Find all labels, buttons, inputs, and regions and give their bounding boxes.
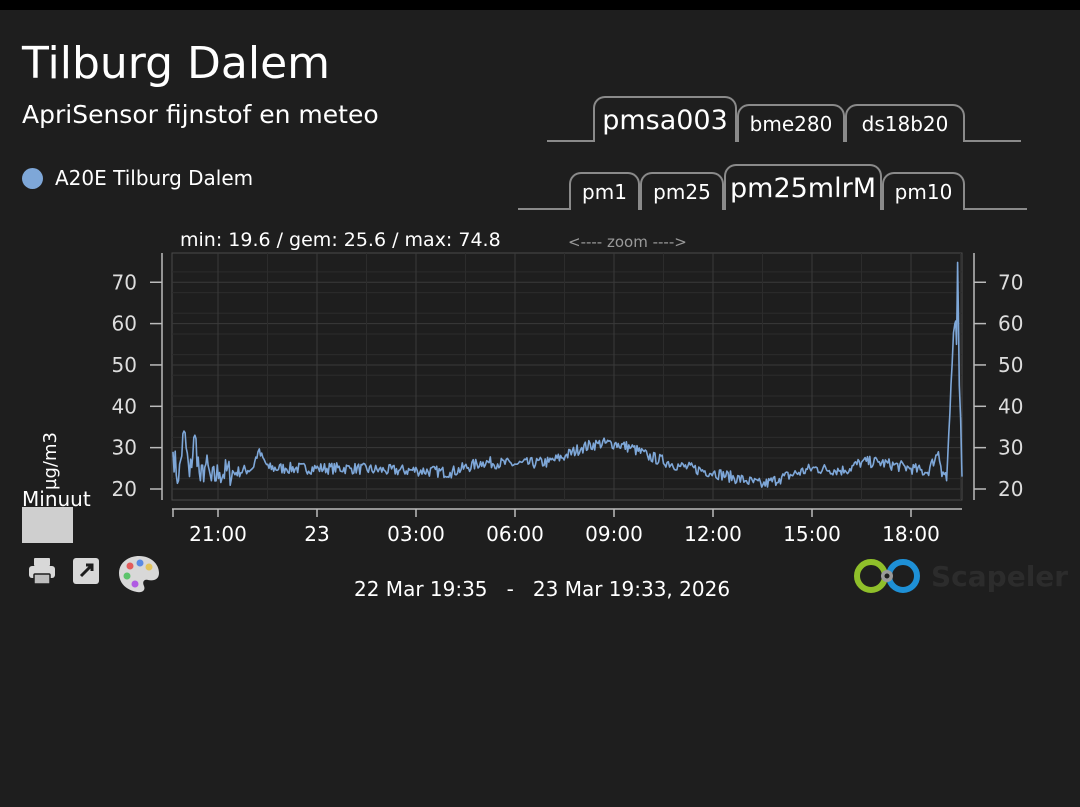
tab-pm25[interactable]: pm25 [640,172,724,210]
y-tick-label-right-20: 20 [998,477,1023,501]
x-tick-label-7: 18:00 [882,522,940,546]
stats-summary: min: 19.6 / gem: 25.6 / max: 74.8 [180,229,501,251]
y-tick-label-left-70: 70 [112,270,137,294]
tab-bme280[interactable]: bme280 [737,104,845,142]
x-tick-label-0: 21:00 [189,522,247,546]
y-tick-label-right-40: 40 [998,394,1023,418]
printer-icon[interactable] [27,556,57,590]
y-tick-label-right-60: 60 [998,312,1023,336]
y-axis-label: µg/m3 [40,432,61,490]
legend-color-dot [22,167,43,189]
x-tick-label-4: 09:00 [585,522,643,546]
tab-pm10[interactable]: pm10 [882,172,965,210]
y-tick-label-left-30: 30 [112,436,137,460]
page-title: Tilburg Dalem [22,38,331,89]
legend-label: A20E Tilburg Dalem [55,166,254,190]
x-tick-label-1: 23 [304,522,329,546]
y-tick-label-right-70: 70 [998,270,1023,294]
tab-pm25mlrm[interactable]: pm25mlrM [724,164,882,210]
chart-ticks: 20 20 30 30 40 40 50 50 60 60 70 70 21:00 23 03:00 06:0… [112,270,1024,546]
scapeler-logo: Scapeler [851,556,1068,596]
expand-icon[interactable] [72,557,100,589]
series-line-a20e [172,261,963,488]
y-tick-label-left-50: 50 [112,353,137,377]
date-range: 22 Mar 19:35 - 23 Mar 19:33, 2026 [354,577,731,601]
color-swatch-box[interactable] [22,507,73,543]
y-tick-label-left-20: 20 [112,477,137,501]
tab-pm1[interactable]: pm1 [569,172,640,210]
y-tick-label-left-60: 60 [112,312,137,336]
y-tick-label-right-30: 30 [998,436,1023,460]
logo-text: Scapeler [931,559,1069,593]
window-top-bar [0,0,1080,10]
y-tick-label-left-40: 40 [112,394,137,418]
x-tick-label-2: 03:00 [387,522,445,546]
x-tick-label-5: 12:00 [684,522,742,546]
x-tick-label-3: 06:00 [486,522,544,546]
chart-axes [161,253,975,510]
y-tick-label-right-50: 50 [998,353,1023,377]
tab-ds18b20[interactable]: ds18b20 [845,104,965,142]
y-axis-label-wrap: µg/m3 [28,410,88,490]
plot-area-frame [171,252,963,501]
palette-icon[interactable] [117,554,161,598]
x-tick-label-6: 15:00 [783,522,841,546]
tab-pmsa003[interactable]: pmsa003 [593,96,737,142]
scapeler-logo-icon [854,559,920,593]
zoom-hint: <---- zoom ----> [568,233,687,251]
chart-grid [171,252,963,501]
legend-item[interactable]: A20E Tilburg Dalem [22,166,253,190]
page-subtitle: ApriSensor fijnstof en meteo [22,100,379,129]
